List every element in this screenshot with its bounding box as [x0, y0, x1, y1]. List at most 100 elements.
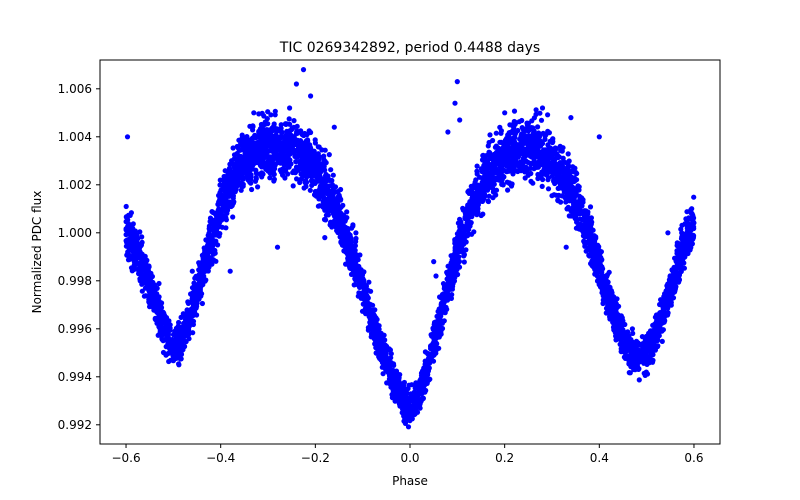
data-point [493, 192, 499, 198]
data-point [315, 203, 321, 209]
data-point [519, 117, 525, 124]
data-point [210, 209, 216, 216]
data-point [654, 338, 661, 344]
data-point [271, 178, 277, 184]
data-point [265, 109, 271, 115]
data-point [185, 299, 191, 305]
data-point [319, 178, 326, 184]
data-point [303, 138, 309, 144]
data-point [289, 133, 295, 139]
data-point [264, 161, 270, 167]
data-point [267, 158, 273, 164]
data-point [320, 204, 326, 210]
data-point [298, 176, 304, 182]
data-point [469, 214, 475, 220]
data-point [287, 157, 293, 163]
data-point [485, 198, 492, 205]
data-point [278, 122, 284, 128]
data-point [160, 338, 166, 344]
data-point [672, 255, 678, 261]
data-point [158, 327, 164, 333]
data-point [225, 181, 231, 187]
data-point [681, 265, 688, 271]
data-point [264, 116, 270, 122]
data-point [419, 385, 425, 391]
data-point [321, 153, 327, 159]
data-point [491, 181, 497, 187]
data-point [378, 357, 384, 363]
data-point [534, 142, 541, 148]
data-point [167, 322, 173, 328]
data-point [474, 189, 480, 195]
data-point [280, 172, 286, 178]
data-point [452, 237, 458, 243]
data-point [425, 356, 432, 362]
data-point [131, 251, 137, 257]
data-point [373, 350, 379, 356]
data-point [197, 277, 203, 283]
data-point [273, 132, 279, 138]
data-point [448, 260, 454, 266]
data-point [243, 169, 249, 175]
data-point [181, 343, 187, 349]
data-point [333, 207, 339, 213]
data-point [551, 192, 557, 198]
data-point [323, 178, 330, 184]
data-point [271, 161, 277, 167]
data-point [691, 224, 697, 230]
data-point [281, 147, 287, 153]
data-point [456, 248, 463, 254]
data-point [207, 225, 213, 231]
data-point [139, 234, 145, 240]
data-point [465, 211, 471, 217]
data-point [537, 110, 543, 116]
data-point [532, 161, 538, 167]
data-point [583, 248, 589, 254]
data-point [557, 162, 563, 168]
data-point [154, 285, 160, 291]
data-point [349, 225, 355, 231]
data-point [626, 370, 632, 376]
data-point [299, 166, 305, 172]
data-point [286, 116, 292, 122]
data-point [474, 171, 480, 177]
data-point [463, 239, 469, 245]
data-point [499, 181, 505, 187]
data-point [461, 259, 467, 265]
data-point [487, 132, 493, 138]
data-point [353, 258, 359, 264]
data-point [511, 108, 518, 114]
data-point [138, 271, 145, 277]
data-point [147, 298, 153, 304]
data-point [551, 178, 557, 184]
data-point [264, 167, 270, 173]
data-point [199, 300, 205, 307]
data-point [519, 145, 526, 151]
data-point [630, 364, 636, 370]
data-point [344, 234, 351, 240]
data-point [177, 340, 183, 346]
data-point [517, 136, 523, 142]
data-point [664, 312, 670, 318]
data-point [238, 142, 244, 148]
data-point [239, 132, 245, 138]
data-point [267, 175, 273, 181]
data-point [497, 139, 503, 145]
data-point [181, 338, 187, 344]
data-point [603, 305, 610, 311]
data-point [261, 132, 267, 138]
data-point [288, 161, 294, 167]
data-point [554, 153, 561, 159]
data-point [353, 230, 359, 236]
data-point [255, 184, 261, 190]
data-point [602, 291, 608, 298]
data-point [568, 175, 574, 181]
data-point [408, 391, 414, 397]
data-point [126, 245, 132, 252]
data-point [560, 175, 566, 181]
data-point [301, 132, 307, 138]
data-point [540, 148, 546, 154]
data-point [361, 308, 368, 314]
data-point [231, 152, 238, 158]
data-point [530, 180, 536, 186]
